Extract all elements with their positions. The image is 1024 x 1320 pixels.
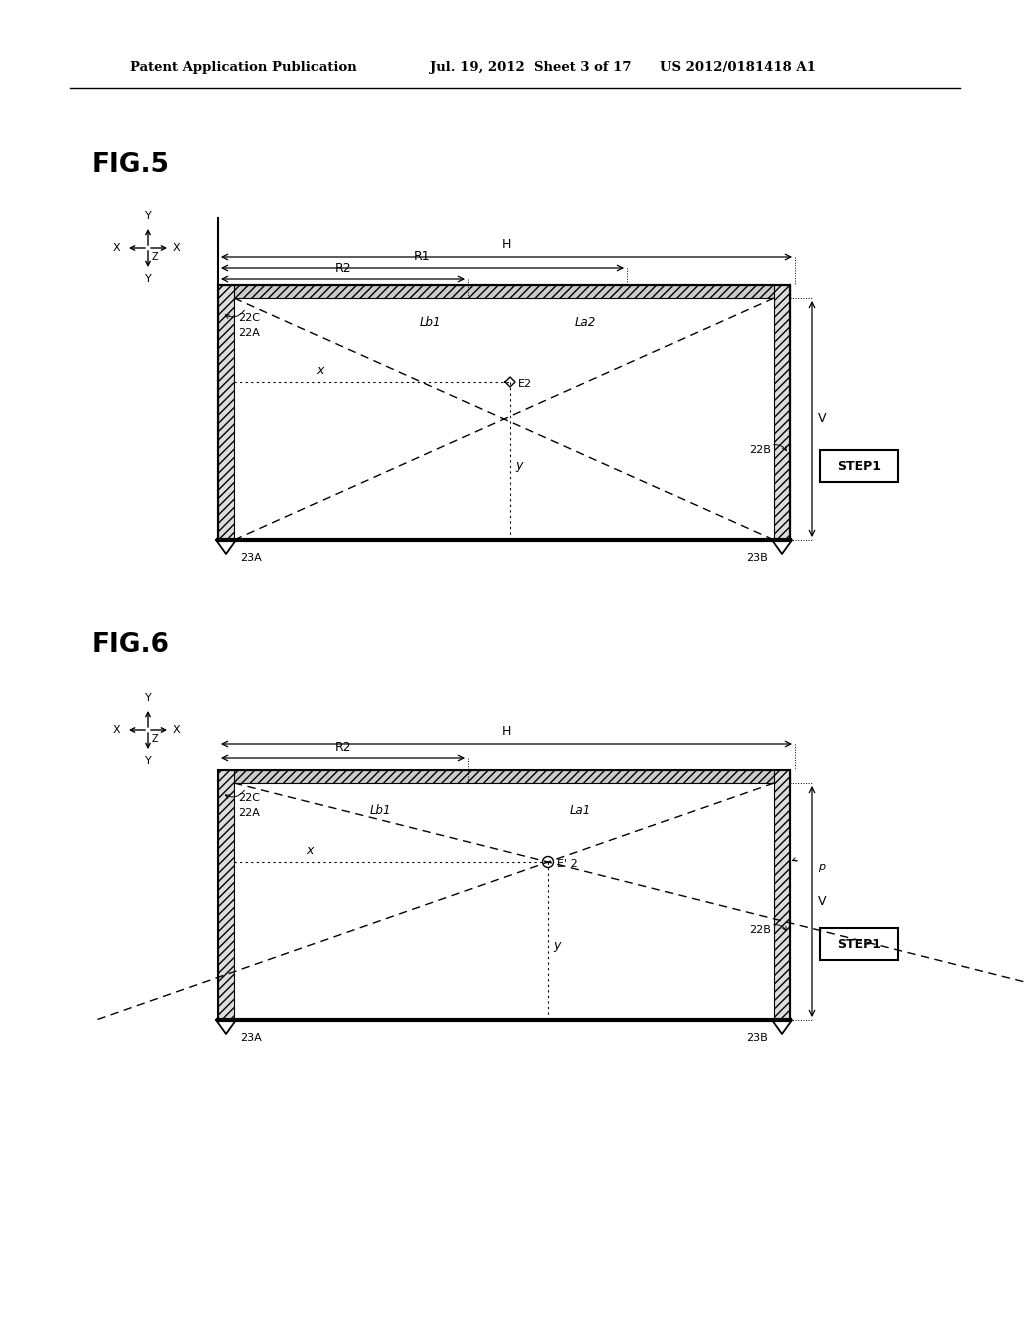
Text: x: x: [316, 364, 324, 378]
Text: 23B: 23B: [746, 553, 768, 564]
Text: 23A: 23A: [240, 1034, 262, 1043]
Bar: [218, 285, 790, 298]
Text: La1: La1: [570, 804, 591, 817]
Text: Y: Y: [144, 211, 152, 220]
Text: R1: R1: [414, 249, 431, 263]
Text: x: x: [306, 843, 313, 857]
Text: La2: La2: [575, 315, 596, 329]
Text: R2: R2: [335, 741, 351, 754]
Text: Y: Y: [144, 756, 152, 766]
Text: X: X: [173, 243, 180, 253]
Text: FIG.5: FIG.5: [92, 152, 170, 178]
Text: Z: Z: [152, 734, 159, 744]
Text: H: H: [502, 238, 511, 251]
Text: 22B: 22B: [750, 445, 771, 455]
Bar: [774, 285, 790, 540]
Text: Lb1: Lb1: [420, 315, 441, 329]
Text: X: X: [113, 725, 120, 735]
Text: E' 2: E' 2: [557, 859, 578, 869]
Text: R2: R2: [335, 261, 351, 275]
Text: H: H: [502, 725, 511, 738]
Bar: [218, 770, 234, 1020]
Text: Z: Z: [152, 252, 159, 261]
Bar: [774, 770, 790, 1020]
Text: V: V: [818, 895, 826, 908]
Text: 22C: 22C: [238, 793, 260, 803]
Text: STEP1: STEP1: [837, 937, 881, 950]
Text: STEP1: STEP1: [837, 459, 881, 473]
Text: X: X: [113, 243, 120, 253]
Text: 22C: 22C: [238, 313, 260, 323]
Text: y: y: [553, 939, 560, 952]
Text: Lb1: Lb1: [370, 804, 391, 817]
Text: 23A: 23A: [240, 553, 262, 564]
Text: FIG.6: FIG.6: [92, 632, 170, 657]
Text: Patent Application Publication: Patent Application Publication: [130, 62, 356, 74]
Bar: [820, 450, 898, 482]
Text: US 2012/0181418 A1: US 2012/0181418 A1: [660, 62, 816, 74]
Text: V: V: [818, 412, 826, 425]
Bar: [218, 285, 234, 540]
Bar: [820, 928, 898, 960]
Text: p: p: [818, 862, 825, 873]
Text: Y: Y: [144, 693, 152, 704]
Text: Y: Y: [144, 275, 152, 284]
Text: E2: E2: [518, 379, 532, 389]
Text: 22A: 22A: [238, 808, 260, 818]
Text: 23B: 23B: [746, 1034, 768, 1043]
Text: y: y: [515, 458, 522, 471]
Text: 22A: 22A: [238, 327, 260, 338]
Text: Jul. 19, 2012  Sheet 3 of 17: Jul. 19, 2012 Sheet 3 of 17: [430, 62, 632, 74]
Text: X: X: [173, 725, 180, 735]
Text: 22B: 22B: [750, 925, 771, 935]
Bar: [218, 770, 790, 783]
